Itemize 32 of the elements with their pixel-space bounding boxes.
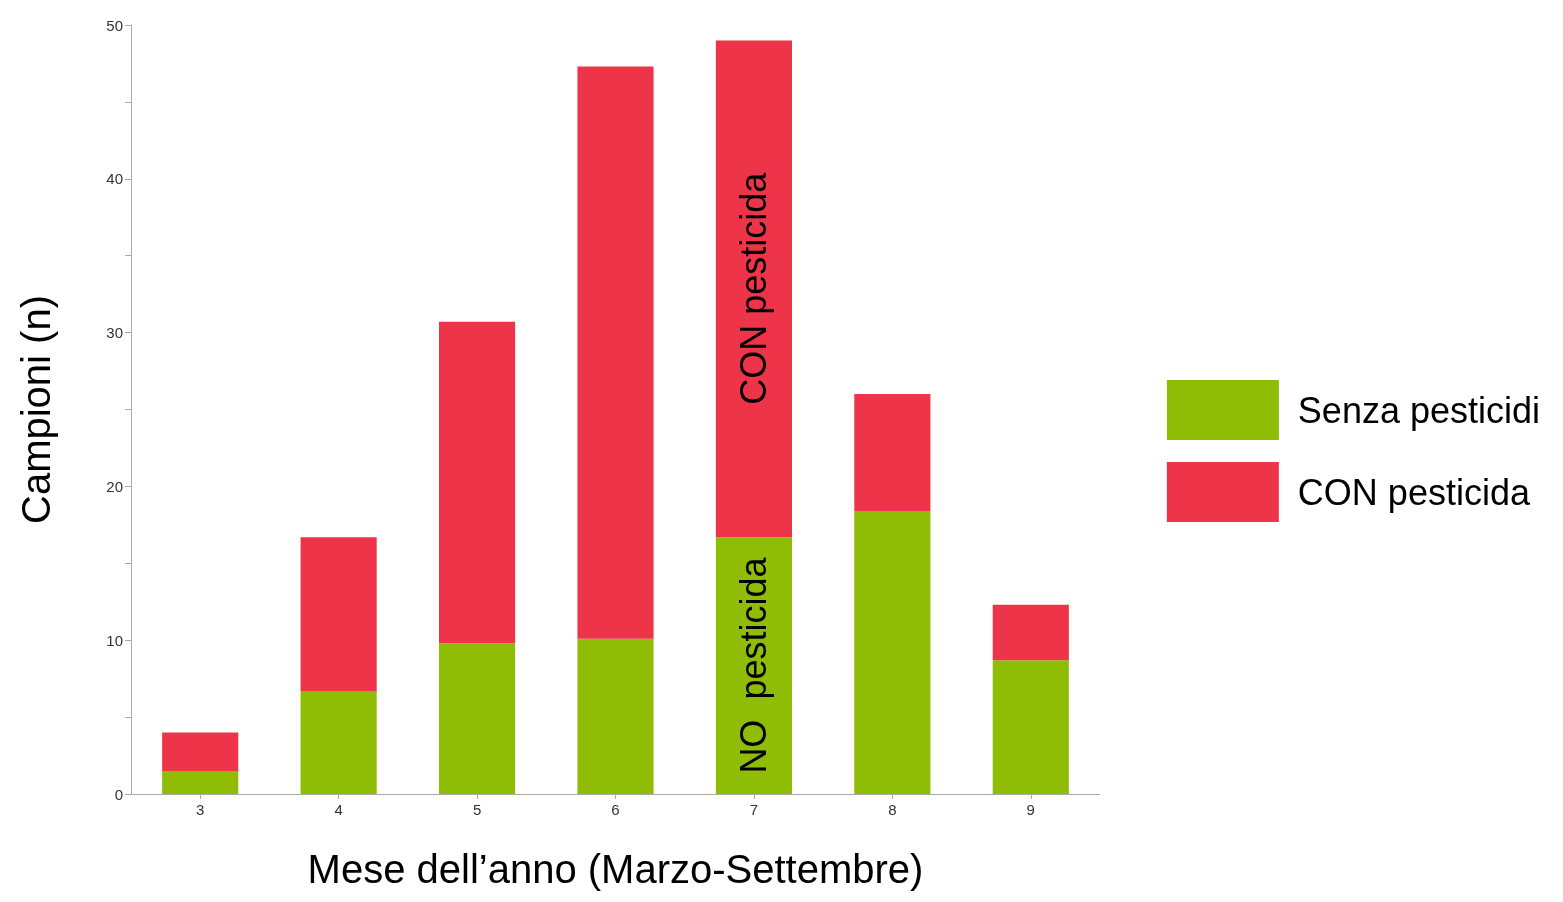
bar <box>715 40 792 538</box>
x-tick-label: 3 <box>196 801 205 818</box>
x-axis-title: Mese dell’anno (Marzo-Settembre) <box>307 847 924 891</box>
bar <box>854 394 931 512</box>
bar <box>577 66 654 639</box>
bar <box>992 660 1069 794</box>
x-tick-label: 4 <box>334 801 343 818</box>
x-tick-label: 6 <box>611 801 620 818</box>
y-tick-label: 50 <box>106 16 123 34</box>
bar <box>300 690 377 794</box>
annotation: NO pesticida <box>733 556 775 774</box>
x-tick-label: 9 <box>1026 801 1035 818</box>
bar <box>439 321 516 644</box>
x-tick-label: 8 <box>888 801 897 818</box>
bar <box>162 732 239 771</box>
bar <box>854 511 931 794</box>
y-tick-label: 10 <box>106 631 123 649</box>
x-tick-label: 7 <box>749 801 759 818</box>
y-tick-label: 0 <box>114 785 123 803</box>
bar <box>992 604 1069 661</box>
legend-label: Senza pesticidi <box>1297 389 1540 431</box>
x-tick-label: 5 <box>472 801 482 818</box>
bar <box>577 638 654 794</box>
annotation: CON pesticida <box>733 171 775 405</box>
y-tick-label: 20 <box>106 477 123 495</box>
bar <box>300 537 377 691</box>
y-tick-label: 40 <box>106 170 123 188</box>
y-axis-title: Campioni (n) <box>14 295 58 524</box>
legend-label: CON pesticida <box>1297 471 1531 513</box>
bar <box>439 643 516 794</box>
bar <box>162 770 239 794</box>
y-tick-label: 30 <box>106 324 123 342</box>
